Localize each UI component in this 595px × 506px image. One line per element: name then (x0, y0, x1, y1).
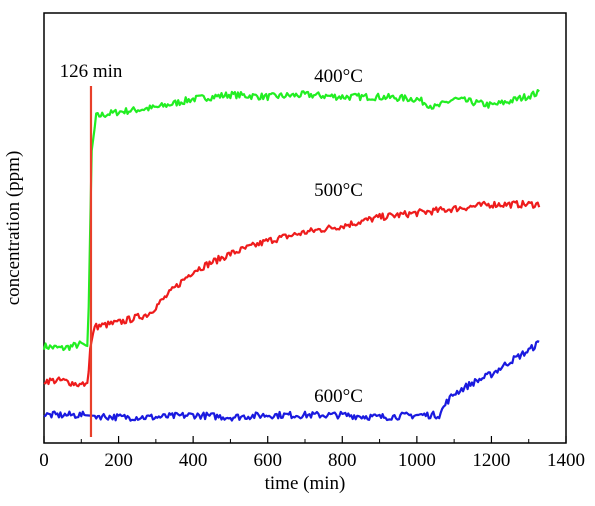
series-annotation-3: 600°C (314, 386, 363, 407)
x-axis-ticks (43, 436, 567, 443)
series-line-1 (42, 88, 540, 352)
x-axis-tick-labels: 0 200 400 600 800 1000 1200 1400 (39, 450, 585, 471)
x-tick-label: 800 (328, 450, 357, 471)
y-axis-label: concentration (ppm) (3, 151, 24, 306)
x-tick-label: 0 (39, 450, 49, 471)
x-tick-label: 200 (104, 450, 133, 471)
marker-layer: 126 min (60, 61, 123, 437)
series-annotation-2: 500°C (314, 180, 363, 201)
series-line-3 (43, 340, 540, 422)
annotation-layer: 400°C 500°C 600°C (314, 66, 363, 407)
series-line-2 (43, 199, 541, 388)
x-tick-label: 1000 (398, 450, 436, 471)
x-tick-label: 1400 (547, 450, 585, 471)
x-tick-label: 1200 (472, 450, 510, 471)
x-tick-label: 600 (253, 450, 282, 471)
series-annotation-1: 400°C (314, 66, 363, 87)
x-tick-label: 400 (179, 450, 208, 471)
x-axis-label: time (min) (265, 473, 346, 494)
marker-label: 126 min (60, 61, 123, 82)
series-layer (42, 88, 541, 422)
